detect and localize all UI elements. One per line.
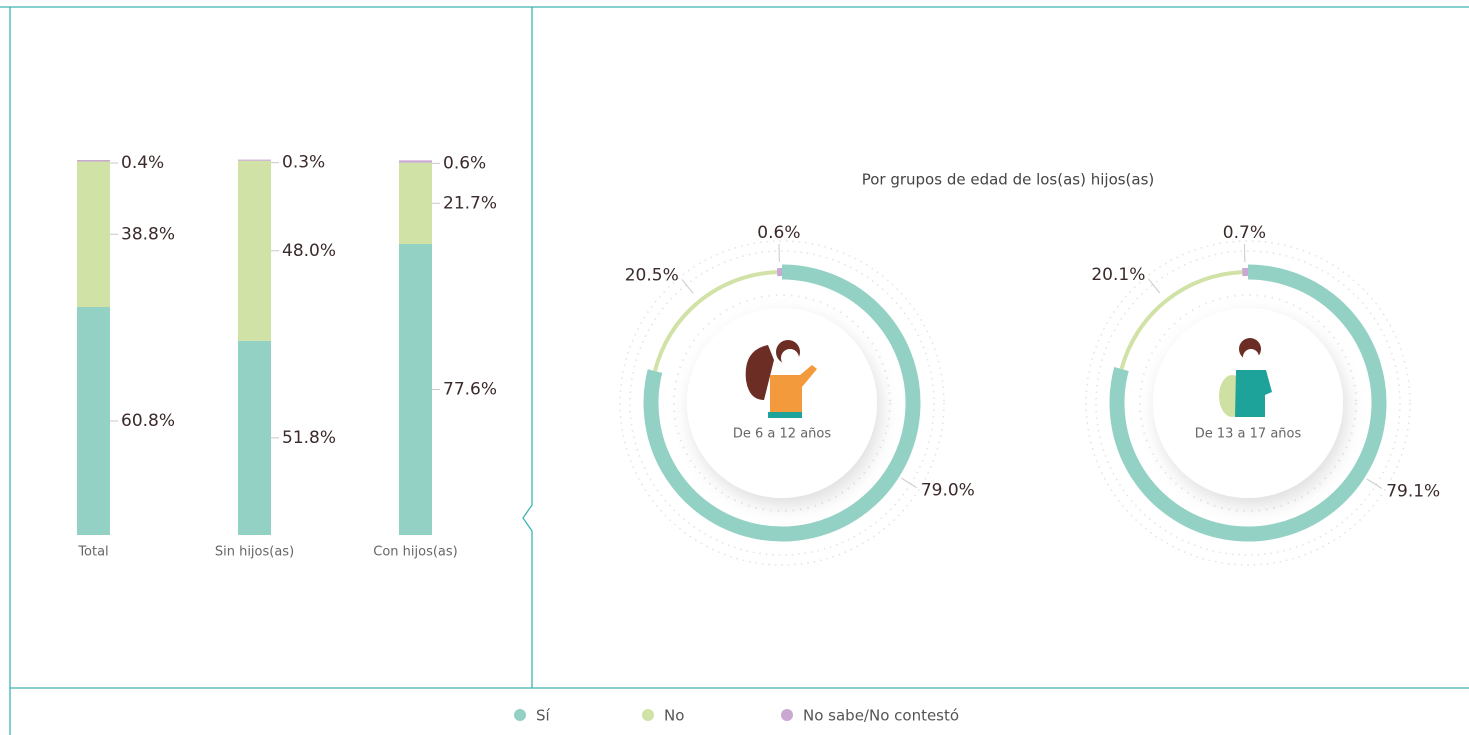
legend-marker [514,709,526,721]
value-label: 20.5% [625,266,679,286]
bar-segment [238,340,271,535]
value-label: 20.1% [1091,265,1145,285]
dotted-ring [1139,294,1357,512]
dotted-ring [673,294,891,512]
bar-segment [77,307,110,535]
value-label: 0.6% [757,223,800,243]
x-tick-label: Sin hijos(as) [215,545,294,560]
legend-marker [781,709,793,721]
label-connector [681,279,694,294]
value-label: 77.6% [443,380,497,400]
value-label: 0.4% [121,153,164,173]
girl-icon [745,340,817,418]
donut-segment [1109,264,1387,542]
bar-segment [399,244,432,535]
dotted-ring [1095,250,1401,556]
bar-segment [238,160,271,341]
value-label: 0.3% [282,153,325,173]
boy-icon [1219,338,1272,417]
value-label: 21.7% [443,193,497,213]
legend-label: Sí [536,707,551,725]
value-label: 48.0% [282,241,336,261]
frame-line [522,7,533,688]
legend-marker [642,709,654,721]
value-label: 0.6% [443,153,486,173]
donut-segment [1119,270,1243,370]
value-label: 51.8% [282,428,336,448]
bar-segment [77,161,110,307]
bar-segment [238,159,271,161]
x-tick-label: Total [77,545,108,560]
value-label: 38.8% [121,224,175,244]
bar-segment [399,160,432,163]
x-tick-label: Con hijos(as) [373,545,457,560]
dotted-ring [619,240,945,566]
donut-segment [643,264,921,542]
label-connector [901,477,917,489]
donut-title: Por grupos de edad de los(as) hijos(as) [862,171,1155,189]
value-label: 60.8% [121,411,175,431]
legend-label: No [664,707,684,725]
dotted-ring [629,250,935,556]
legend-label: No sabe/No contestó [803,707,959,725]
donut-label: De 13 a 17 años [1195,427,1302,442]
donut-segment [653,270,778,372]
donut-label: De 6 a 12 años [733,427,831,442]
value-label: 79.1% [1386,481,1440,501]
label-connector [1148,278,1161,294]
value-label: 79.0% [921,480,975,500]
dotted-ring [1085,240,1411,566]
value-label: 0.7% [1223,223,1266,243]
label-connector [1366,478,1383,490]
bar-segment [399,162,432,244]
bar-segment [77,160,110,162]
illustrations [745,338,1272,418]
